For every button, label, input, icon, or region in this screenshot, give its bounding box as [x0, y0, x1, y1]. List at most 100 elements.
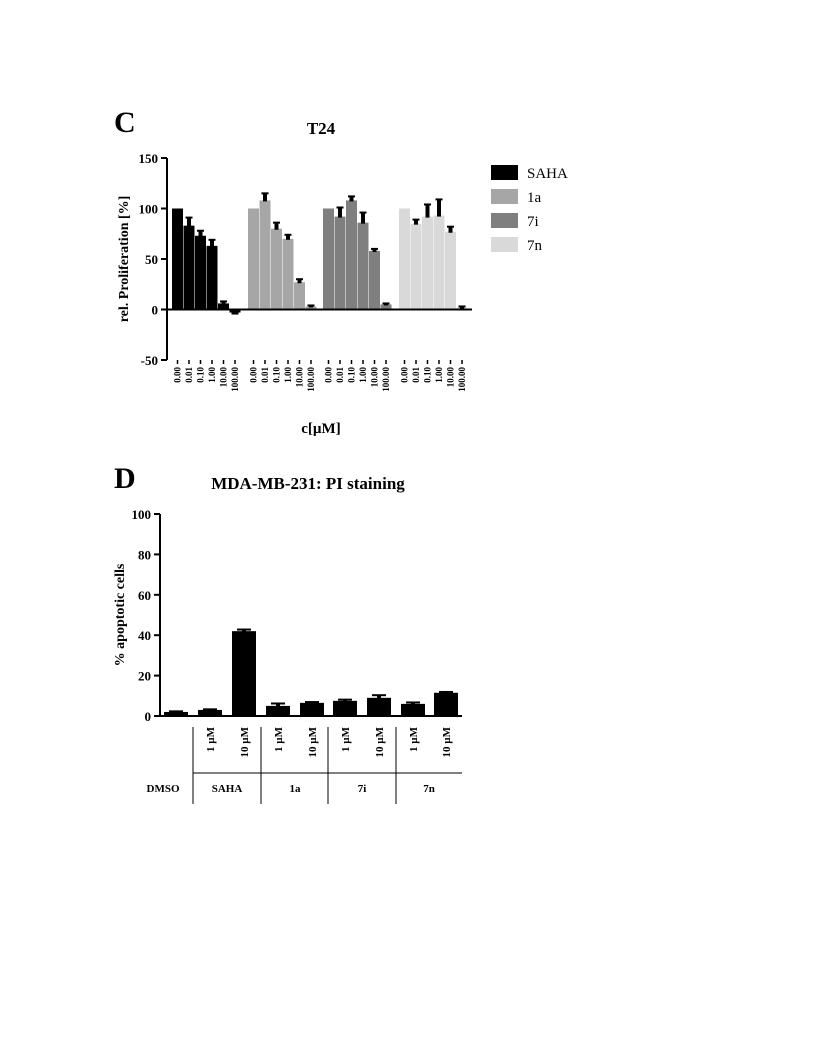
y-axis-label: rel. Proliferation [%]	[117, 196, 132, 323]
x-tick-label: 0.01	[411, 367, 421, 383]
group-label-1a: 1a	[290, 783, 302, 795]
error-bar	[343, 699, 347, 702]
bar-1a-10.00	[294, 282, 305, 310]
group-label-SAHA: SAHA	[212, 783, 243, 795]
x-tick-label: 0.00	[249, 367, 259, 383]
legend-label-1a: 1a	[527, 190, 542, 206]
y-tick-label: 150	[139, 151, 159, 166]
x-tick-label: 10.00	[446, 367, 456, 388]
legend-swatch-SAHA	[491, 165, 518, 180]
x-tick-label: 0.01	[184, 367, 194, 383]
x-tick-label: 100.00	[306, 367, 316, 392]
legend-label-7n: 7n	[527, 238, 543, 254]
legend-swatch-7n	[491, 237, 518, 252]
bar-7i-0.10	[346, 200, 357, 310]
y-tick-label: 20	[138, 669, 151, 684]
bar-7i-0.01	[334, 216, 346, 310]
x-tick-label: 0.00	[400, 367, 410, 383]
y-tick-label: 100	[132, 507, 152, 522]
x-tick-label: 10.00	[370, 367, 380, 388]
bar-7i-10 µM	[367, 697, 391, 716]
x-tick-label: 1.00	[283, 367, 293, 383]
error-bar	[187, 217, 191, 227]
dose-label: 1 µM	[205, 726, 217, 752]
bar-1a-0.01	[259, 200, 271, 310]
chart-title: T24	[307, 119, 336, 138]
y-tick-label: 100	[139, 202, 159, 217]
x-tick-label: 10.00	[295, 367, 305, 388]
error-bar	[411, 702, 415, 705]
error-bar	[309, 305, 313, 308]
bar-7i-1.00	[357, 222, 369, 310]
x-tick-label: 100.00	[457, 367, 467, 392]
bar-SAHA-100.00	[229, 309, 241, 313]
y-tick-label: 0	[145, 709, 152, 724]
x-tick-label: 0.10	[423, 367, 433, 383]
chart-title: MDA-MB-231: PI staining	[211, 474, 405, 493]
dose-label: 1 µM	[340, 726, 352, 752]
bar-7n-0.10	[422, 216, 433, 310]
bar-7i-10.00	[369, 250, 380, 310]
bar-SAHA-1.00	[206, 245, 218, 310]
y-tick-label: 50	[145, 252, 158, 267]
y-tick-label: -50	[141, 353, 158, 368]
x-tick-label: 0.10	[347, 367, 357, 383]
error-bar	[361, 212, 365, 224]
error-bar	[448, 226, 453, 233]
x-tick-label: 0.00	[173, 367, 183, 383]
error-bar	[221, 301, 226, 305]
panel-d-letter: D	[114, 462, 136, 495]
bar-SAHA-10 µM	[232, 631, 256, 716]
x-tick-label: 100.00	[230, 367, 240, 392]
error-bar	[437, 199, 441, 217]
bar-7n-10.00	[445, 231, 456, 310]
dose-label: 1 µM	[273, 726, 285, 752]
y-tick-label: 40	[138, 628, 151, 643]
bar-1a-100.00	[305, 306, 317, 310]
x-tick-label: 0.10	[272, 367, 282, 383]
error-bar	[460, 306, 464, 309]
legend-label-SAHA: SAHA	[527, 166, 568, 182]
error-bar	[349, 196, 354, 202]
bar-1a-1.00	[282, 238, 294, 310]
x-tick-label: 0.01	[260, 367, 270, 383]
error-bar	[263, 193, 267, 202]
x-axis-label: c[µM]	[301, 421, 340, 437]
y-tick-label: 60	[138, 588, 151, 603]
bar-7i-100.00	[380, 304, 392, 310]
error-bar	[384, 303, 388, 306]
panel-c-letter: C	[114, 106, 136, 139]
dose-label: 10 µM	[239, 726, 251, 757]
error-bar	[425, 204, 430, 218]
group-label-DMSO: DMSO	[147, 783, 180, 795]
error-bar	[242, 629, 246, 633]
group-label-7i: 7i	[358, 783, 367, 795]
bar-7n-100.00	[456, 307, 468, 310]
x-tick-label: 1.00	[434, 367, 444, 383]
x-tick-label: 0.01	[335, 367, 345, 383]
error-bar	[286, 234, 290, 240]
bar-7n-10 µM	[434, 692, 458, 716]
bar-7n-1.00	[433, 215, 445, 310]
legend-swatch-1a	[491, 189, 518, 204]
legend-swatch-7i	[491, 213, 518, 228]
bar-SAHA-10.00	[218, 303, 229, 310]
error-bar	[276, 703, 280, 707]
error-bar	[210, 239, 214, 247]
error-bar	[198, 230, 203, 237]
bar-1a-0.10	[271, 228, 282, 310]
x-tick-label: 1.00	[358, 367, 368, 383]
bar-SAHA-0.01	[183, 225, 195, 310]
bar-1a-0.00	[248, 208, 259, 310]
error-bar	[414, 219, 418, 225]
bar-7n-0.01	[410, 223, 422, 310]
bar-1a-1 µM	[266, 705, 290, 716]
error-bar	[274, 222, 279, 230]
x-tick-label: 100.00	[381, 367, 391, 392]
bar-1a-10 µM	[300, 702, 324, 716]
error-bar	[372, 248, 377, 252]
bar-7n-1 µM	[401, 703, 425, 716]
error-bar	[297, 279, 302, 284]
dose-label: 1 µM	[408, 726, 420, 752]
y-axis-label: % apoptotic cells	[113, 563, 128, 666]
